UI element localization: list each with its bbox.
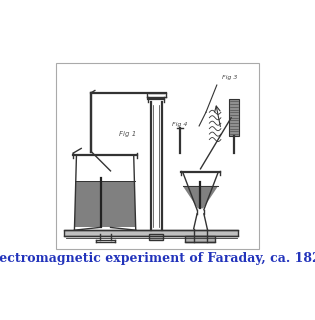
Bar <box>186 236 215 242</box>
Text: Fig 1: Fig 1 <box>119 131 136 137</box>
Bar <box>64 230 238 236</box>
Bar <box>229 99 239 136</box>
Bar <box>149 234 163 240</box>
Text: Fig 3: Fig 3 <box>222 75 238 80</box>
Bar <box>56 63 259 249</box>
Text: Electromagnetic experiment of Faraday, ca. 1821: Electromagnetic experiment of Faraday, c… <box>0 252 315 265</box>
Polygon shape <box>183 186 218 208</box>
Polygon shape <box>75 181 135 227</box>
Text: Fig 4: Fig 4 <box>172 122 187 127</box>
